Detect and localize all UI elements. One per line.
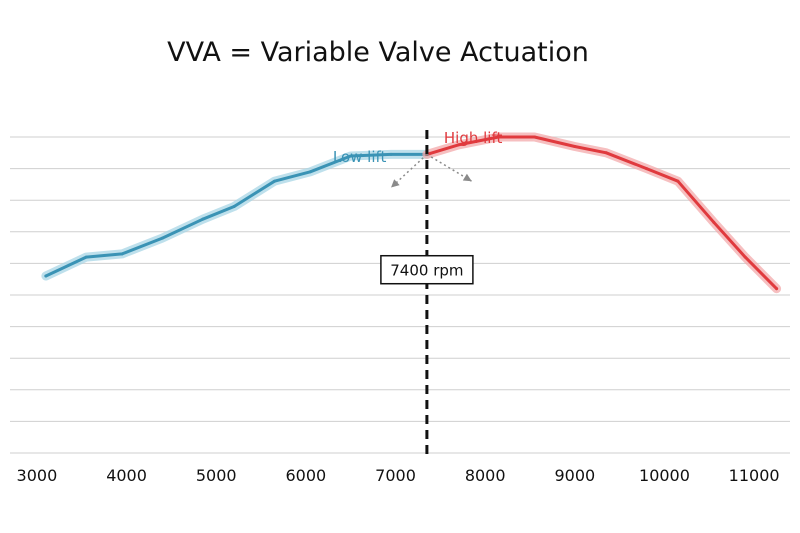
grid: [10, 136, 790, 454]
high-lift-line: [425, 135, 779, 291]
high-lift-point: [532, 135, 536, 139]
arrow-right: [426, 153, 473, 182]
x-tick-label: 6000: [286, 466, 327, 485]
x-tick-label: 8000: [465, 466, 506, 485]
crossover-marker: 7400 rpm: [380, 130, 474, 458]
low-lift-point: [232, 205, 236, 209]
x-tick-label: 9000: [554, 466, 595, 485]
high-lift-label: High lift: [444, 129, 503, 147]
high-lift-point: [775, 287, 779, 291]
high-lift-point: [743, 255, 747, 259]
low-lift-glow: [41, 149, 432, 281]
x-tick-label: 10000: [639, 466, 690, 485]
low-lift-point: [389, 152, 393, 156]
low-lift-point: [44, 274, 48, 278]
low-lift-point: [84, 255, 88, 259]
x-tick-label: 7000: [375, 466, 416, 485]
high-lift-point: [645, 167, 649, 171]
arrow-left: [390, 153, 428, 189]
arrow-head-left: [391, 179, 400, 188]
x-axis-ticks: 3000 4000 5000 6000 7000 8000 9000 10000 11000: [17, 466, 780, 485]
series-lines: Low lift High lift: [41, 129, 782, 294]
low-lift-point: [120, 252, 124, 256]
x-tick-label: 5000: [196, 466, 237, 485]
chart-title: VVA = Variable Valve Actuation: [167, 37, 589, 68]
high-lift-glow: [422, 132, 782, 294]
high-lift-point: [676, 179, 680, 183]
crossover-label-box: [380, 254, 474, 285]
low-lift-label: Low lift: [333, 148, 387, 166]
arrow-head-right: [462, 173, 472, 182]
x-tick-label: 3000: [17, 466, 58, 485]
high-lift-point: [712, 220, 716, 224]
crossover-label: 7400 rpm: [390, 262, 463, 280]
high-lift-point: [573, 144, 577, 148]
low-lift-point: [160, 236, 164, 240]
high-lift-point: [456, 143, 460, 147]
low-lift-point: [272, 179, 276, 183]
x-tick-label: 11000: [729, 466, 780, 485]
high-lift-point: [497, 135, 501, 139]
low-lift-point: [349, 154, 353, 158]
high-lift-point: [604, 151, 608, 155]
x-tick-label: 4000: [106, 466, 147, 485]
low-lift-point: [308, 170, 312, 174]
low-lift-point: [201, 217, 205, 221]
